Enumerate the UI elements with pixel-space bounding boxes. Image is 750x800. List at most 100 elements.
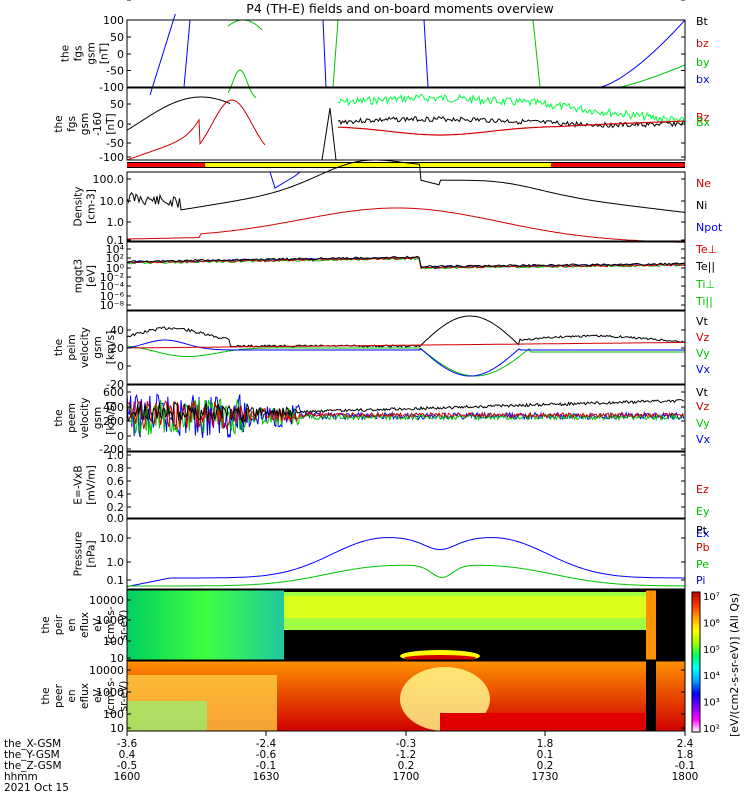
panel-peem-velocity-tick-label: 400	[103, 401, 124, 414]
fgs-bx-drop3	[423, 19, 429, 88]
panel-fgs-gsm-tick-label: 0	[117, 118, 124, 131]
panel-fgs-gsm-ylabel: -160	[92, 112, 104, 136]
panel-density-legend-Ni: Ni	[696, 199, 707, 212]
panel-peir-spectrogram-ylabel: (cm²-s-	[105, 606, 117, 644]
panel-density-tick-label: 0.1	[107, 234, 125, 247]
x-row-value: -0.1	[675, 760, 696, 772]
peer-low-band	[440, 713, 645, 731]
panel-peim-velocity-tick-label: -20	[106, 378, 124, 391]
x-row-value: 1700	[393, 771, 420, 783]
panel-peem-velocity-legend-Vt: Vt	[696, 386, 709, 399]
panel-density-legend-Npot: Npot	[696, 221, 723, 234]
panel-peim-velocity-legend-Vz: Vz	[696, 331, 710, 344]
panel-fgs-gsm-tick-label: -100	[99, 151, 124, 164]
panels	[127, 162, 685, 168]
panel-fgs-ylabel: fgs	[73, 46, 85, 62]
x-row-value: 1600	[114, 771, 141, 783]
colorbar-strip	[691, 591, 701, 733]
x-row-label: the_Z-GSM	[4, 760, 62, 772]
fgs-bx-drop2	[322, 19, 327, 88]
temperature-3	[127, 255, 685, 268]
panel-temperature-tick-label: 10⁻⁸	[100, 299, 125, 312]
fgs-bx-rise2	[599, 19, 685, 88]
x-row-value: -0.5	[117, 760, 138, 772]
panel-fgs-tick-label: -50	[106, 65, 124, 78]
panel-peir-spectrogram-ylabel: peir	[53, 614, 65, 635]
panel-fgs-tick-label: 50	[110, 31, 124, 44]
figure-title: P4 (TH-E) fields and on-board moments ov…	[246, 1, 553, 16]
peem-1	[127, 397, 684, 436]
x-row-value: -2.4	[256, 738, 277, 750]
x-row-value: -3.6	[117, 738, 138, 750]
peim-vx	[127, 339, 685, 377]
x-row-value: 1.8	[537, 738, 554, 750]
panel-temperature-legend-Ti⊥: Ti⊥	[695, 278, 715, 291]
panel-pressure-tick-label: 10.0	[100, 532, 125, 545]
fgs2-bx-noise	[337, 93, 685, 124]
panel-peem-velocity-ylabel: [km/s]	[105, 401, 117, 435]
panel-peem-velocity-ylabel: the	[53, 409, 65, 426]
x-row-value: 0.4	[119, 749, 136, 761]
colorbar: 10² 10³ 10⁴ 10⁵ 10⁶ 10⁷ [eV/(cm2-s-sr-eV)] (Al…	[691, 591, 741, 737]
panel-peim-velocity-ylabel: velocity	[79, 327, 91, 368]
panel-density-tick-label: 10.0	[100, 195, 125, 208]
panel-peem-velocity-tick-label: -200	[99, 443, 124, 456]
panel-peer-spectrogram-ylabel: eflux	[79, 683, 91, 709]
panel-pressure-tick-label: 1.0	[107, 556, 125, 569]
panel-peim-velocity-ylabel: the	[53, 339, 65, 356]
panel-fgs-frame	[126, 19, 686, 88]
panel-peir-spectrogram-tick-label: 100	[103, 635, 124, 648]
spectrograms	[127, 590, 685, 731]
panel-density-tick-label: 1.0	[107, 216, 125, 229]
panel-peim-velocity-ylabel: peim	[66, 334, 78, 360]
panel-efield-tick-label: 0.0	[107, 512, 125, 525]
colorbar-tick-label: 10⁴	[703, 671, 720, 682]
fgs2-bx-early	[227, 69, 257, 99]
peer-gap	[646, 661, 656, 731]
peir-early	[127, 590, 284, 660]
x-row-value: 0.2	[398, 760, 415, 772]
panel-peir-spectrogram-ylabel: the	[40, 616, 52, 633]
panel-temperature-tick-label: 10⁻⁴	[100, 280, 125, 293]
panel-peer-spectrogram-tick-label: 10000	[89, 664, 124, 677]
panel-peim-velocity-ylabel: [km/s]	[105, 331, 117, 365]
panel-peim-velocity-ylabel: gsm	[92, 336, 104, 358]
x-row-value: -1.2	[396, 749, 417, 761]
density-ne	[127, 207, 685, 243]
panel-peer-spectrogram-tick-label: 10	[110, 722, 124, 735]
mode-segment-2	[551, 163, 685, 167]
panel-fgs-gsm-ylabel: fgs	[66, 116, 78, 132]
panel-fgs-gsm-tick-label: -50	[106, 137, 124, 150]
panel-temperature-ylabel: mgqt3	[73, 259, 85, 293]
panel-temperature-legend-Te||: Te||	[695, 260, 715, 273]
panel-peim-velocity-tick-label: 40	[110, 324, 124, 337]
panel-efield-tick-label: 0.8	[107, 462, 125, 475]
panel-pressure-ylabel: [nPa]	[86, 540, 98, 567]
panel-pressure-legend-Pb: Pb	[696, 541, 710, 554]
panel-fgs-gsm-legend-Bz: Bz	[696, 111, 710, 124]
panel-temperature-ylabel: [eV]	[86, 265, 98, 287]
panel-fgs-ylabel: [nT]	[99, 43, 111, 64]
panel-temperature-legend-Te⊥: Te⊥	[695, 243, 717, 256]
fgs2-bt	[127, 96, 231, 131]
panel-pressure-ylabel: Pressure	[73, 532, 85, 577]
panel-peir-spectrogram-ylabel: en	[66, 618, 78, 631]
panel-peim-velocity-legend-Vx: Vx	[696, 363, 711, 376]
panel-efield-ylabel: E=-VxB	[73, 465, 85, 504]
colorbar-tick-label: 10³	[703, 698, 720, 709]
pressure-pi	[127, 537, 685, 588]
panel-temperature-tick-label: 10⁴	[106, 243, 125, 256]
panel-peem-velocity-legend-Vy: Vy	[696, 417, 710, 430]
panel-peim-velocity-legend-Vt: Vt	[696, 315, 709, 328]
panel-peir-spectrogram-tick-label: 1000	[96, 614, 124, 627]
panel-peim-velocity-tick-label: 20	[110, 342, 124, 355]
panel-peem-velocity-tick-label: 600	[103, 386, 124, 399]
mode-segment-1	[205, 163, 552, 167]
panel-pressure-frame	[126, 518, 686, 590]
panel-temperature-tick-label: 10⁻⁶	[100, 290, 125, 303]
x-row-value: 0.2	[537, 760, 554, 772]
panel-fgs-legend-Bt: Bt	[696, 15, 709, 28]
x-row-label: the_X-GSM	[4, 738, 61, 750]
